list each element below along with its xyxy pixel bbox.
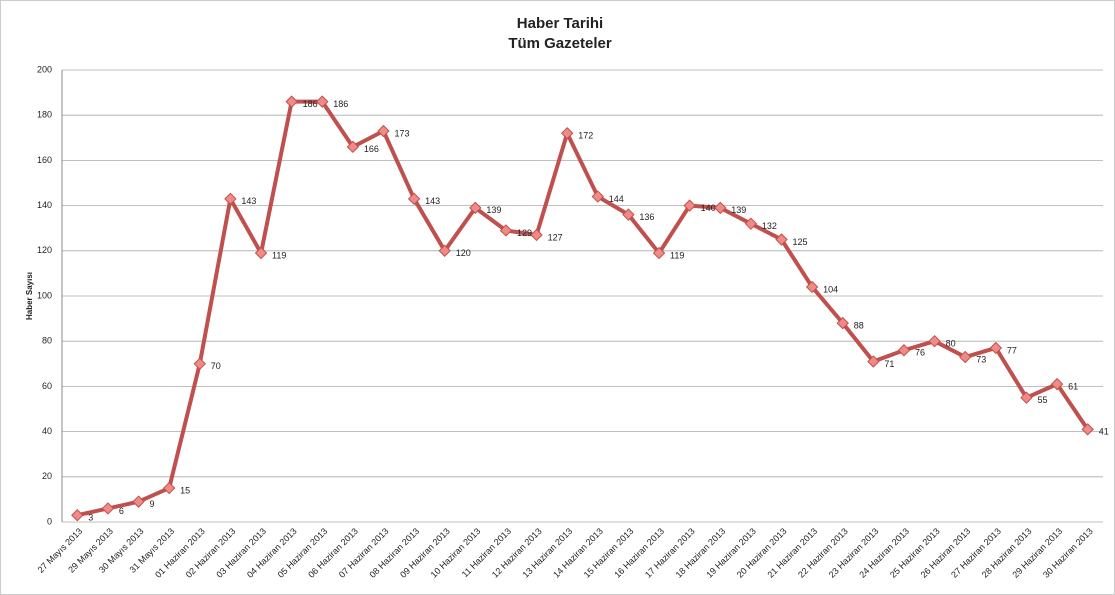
- data-label: 80: [946, 339, 956, 349]
- data-label: 3: [88, 513, 93, 523]
- marker: [560, 127, 574, 140]
- y-tick-label: 20: [42, 471, 52, 481]
- data-label: 129: [517, 228, 532, 238]
- data-label: 119: [272, 250, 286, 260]
- data-label: 41: [1099, 427, 1109, 437]
- data-label: 119: [670, 250, 684, 260]
- marker: [959, 350, 972, 364]
- data-label: 140: [701, 203, 716, 213]
- marker: [744, 217, 758, 230]
- data-label: 125: [793, 237, 808, 247]
- marker: [469, 201, 482, 215]
- marker: [132, 495, 145, 508]
- marker: [867, 355, 880, 368]
- y-tick-label: 160: [37, 155, 52, 165]
- marker: [346, 140, 360, 154]
- y-tick-label: 140: [37, 200, 52, 210]
- y-tick-label: 60: [42, 381, 52, 391]
- marker: [714, 201, 727, 215]
- marker: [1050, 377, 1064, 391]
- marker: [193, 357, 206, 371]
- data-label: 77: [1007, 345, 1017, 355]
- marker: [622, 208, 635, 221]
- data-label: 76: [915, 348, 925, 358]
- chart-subtitle: Tüm Gazeteler: [508, 35, 612, 52]
- marker: [377, 124, 390, 138]
- data-label: 73: [976, 354, 986, 364]
- data-label: 104: [823, 284, 838, 294]
- marker: [836, 316, 849, 330]
- y-tick-label: 180: [37, 110, 52, 120]
- marker: [316, 95, 329, 108]
- marker: [254, 246, 268, 260]
- marker: [530, 228, 543, 242]
- data-label: 143: [241, 196, 256, 206]
- data-label: 136: [639, 212, 654, 222]
- marker: [224, 192, 237, 206]
- data-label: 88: [854, 320, 864, 330]
- marker: [438, 244, 451, 258]
- data-label: 127: [548, 232, 563, 242]
- data-label: 55: [1037, 395, 1047, 405]
- chart-title: Haber Tarihi: [517, 15, 603, 32]
- data-label: 6: [119, 506, 124, 516]
- marker: [928, 334, 941, 348]
- marker: [591, 190, 605, 203]
- data-label: 144: [609, 194, 624, 204]
- data-label: 132: [762, 221, 777, 231]
- line: [76, 99, 1090, 518]
- data-label: 173: [394, 128, 409, 138]
- data-label: 186: [333, 99, 348, 109]
- marker: [805, 280, 819, 294]
- data-label: 71: [884, 359, 894, 369]
- marker: [285, 95, 298, 108]
- data-label: 139: [486, 205, 501, 215]
- marker: [101, 502, 115, 515]
- data-label: 70: [211, 361, 221, 371]
- y-tick-label: 0: [47, 516, 52, 526]
- marker: [499, 224, 513, 237]
- marker: [1020, 391, 1033, 404]
- data-label: 120: [456, 248, 471, 258]
- data-label: 15: [180, 485, 190, 495]
- data-label: 166: [364, 144, 379, 154]
- marker: [775, 233, 788, 246]
- marker: [407, 192, 421, 206]
- data-label: 9: [150, 499, 155, 509]
- marker: [162, 481, 176, 495]
- data-label: 61: [1068, 382, 1078, 392]
- marker: [71, 509, 84, 522]
- y-tick-label: 120: [37, 245, 52, 255]
- data-label: 172: [578, 131, 593, 141]
- y-tick-label: 200: [37, 64, 52, 74]
- y-tick-label: 40: [42, 426, 52, 436]
- marker: [1081, 423, 1094, 436]
- marker: [989, 341, 1003, 355]
- data-label: 186: [303, 99, 318, 109]
- data-label: 139: [731, 205, 746, 215]
- marker: [897, 344, 911, 357]
- y-tick-label: 100: [37, 290, 52, 300]
- marker: [652, 246, 666, 260]
- marker: [683, 199, 696, 212]
- data-label: 143: [425, 196, 440, 206]
- y-axis-label: Haber Sayısı: [25, 272, 34, 320]
- y-tick-label: 80: [42, 336, 52, 346]
